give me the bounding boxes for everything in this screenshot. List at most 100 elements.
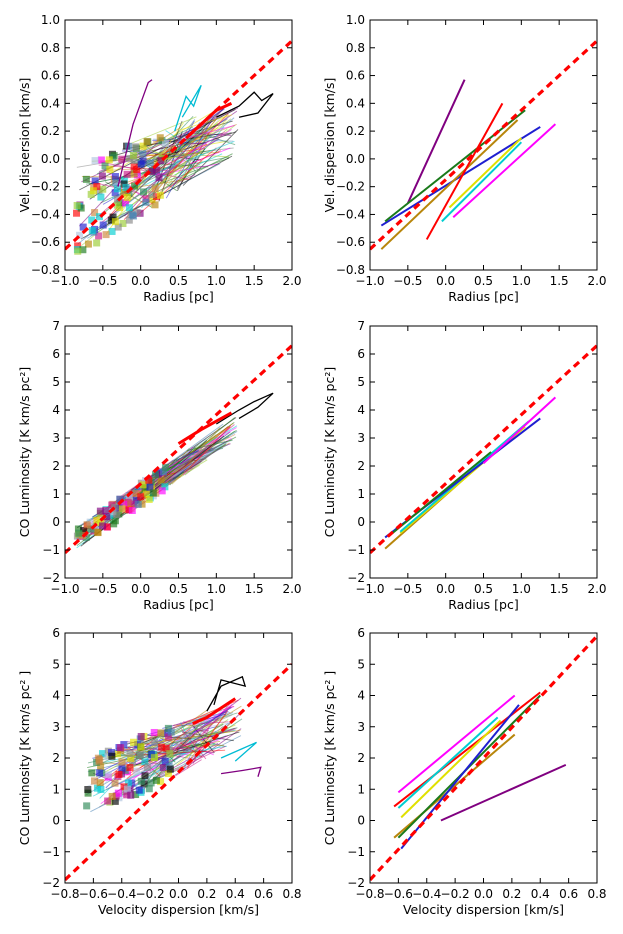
cloud-square-marker: [123, 785, 131, 793]
x-tick-label: 1.5: [550, 274, 569, 288]
cloud-square-marker: [109, 213, 117, 221]
cloud-square-marker: [104, 771, 112, 779]
y-tick-label: 4: [52, 689, 60, 703]
y-tick-label: 0.4: [346, 96, 365, 110]
x-tick-label: −0.4: [107, 887, 136, 901]
x-tick-label: −0.2: [441, 887, 470, 901]
y-tick-label: 3: [52, 720, 60, 734]
cloud-line: [100, 161, 191, 181]
cloud-square-marker: [123, 193, 131, 201]
chart-panel-middle-left: −1.0 −0.5 0.0 0.5 1.0 1.5 2.0 −2 −1 0 1 2 3 4 5 6 7 Radiu…: [17, 319, 302, 612]
cloud-square-marker: [152, 776, 160, 784]
cloud-square-marker: [151, 739, 159, 747]
cloud-square-marker: [137, 777, 145, 785]
cloud-square-marker: [157, 778, 165, 786]
y-tick-label: −2: [42, 571, 60, 585]
x-tick-label: 1.0: [512, 274, 531, 288]
cloud-line: [105, 122, 184, 235]
cloud-line: [187, 720, 205, 730]
y-tick-label: −0.4: [31, 207, 60, 221]
cloud-square-marker: [106, 165, 114, 173]
x-tick-label: −0.8: [355, 887, 384, 901]
x-tick-label: −0.6: [384, 887, 413, 901]
fit-line-dashed: [370, 344, 597, 554]
cloud-square-marker: [138, 500, 146, 508]
cloud-square-marker: [148, 167, 156, 175]
cloud-square-marker: [143, 138, 151, 146]
cloud-square-marker: [82, 175, 90, 183]
cloud-square-marker: [73, 201, 81, 209]
x-axis-label: Radius [pc]: [448, 289, 518, 304]
cloud-line: [165, 116, 214, 199]
cloud-square-marker: [152, 166, 160, 174]
cloud-square-marker: [125, 204, 133, 212]
y-tick-label: 0.6: [346, 69, 365, 83]
y-tick-label: −0.8: [31, 263, 60, 277]
cloud-square-marker: [102, 506, 110, 514]
y-tick-label: −2: [42, 876, 60, 890]
cloud-square-marker: [165, 770, 173, 778]
x-tick-label: 1.0: [207, 582, 226, 596]
y-tick-label: 6: [357, 347, 365, 361]
x-tick-label: −1.0: [355, 274, 384, 288]
cloud-square-marker: [103, 513, 111, 521]
cloud-square-marker: [116, 495, 124, 503]
y-tick-label: 0: [52, 515, 60, 529]
y-axis-label: CO Luminosity [K km/s pc²]: [322, 367, 337, 538]
series-line-magenta: [452, 123, 557, 218]
cloud-line: [158, 134, 199, 196]
cloud-square-marker: [88, 216, 96, 224]
y-tick-label: −0.2: [31, 180, 60, 194]
cloud-square-marker: [117, 744, 125, 752]
cloud-square-marker: [97, 763, 105, 771]
y-axis-label: CO Luminosity [K km/s pc² ]: [322, 671, 337, 846]
y-tick-label: 7: [357, 319, 365, 333]
cloud-square-marker: [159, 468, 167, 476]
highlight-track-red: [192, 697, 237, 725]
cloud-square-marker: [93, 239, 101, 247]
cloud-square-marker: [84, 786, 92, 794]
cloud-line: [117, 125, 209, 208]
cloud-square-marker: [139, 188, 147, 196]
cloud-square-marker: [164, 724, 172, 732]
x-tick-label: 0.6: [559, 887, 578, 901]
cloud-square-marker: [142, 195, 150, 203]
x-tick-label: 2.0: [282, 582, 301, 596]
highlight-track-purple: [220, 766, 262, 777]
fit-line-dashed: [65, 39, 292, 251]
cloud-square-marker: [102, 231, 110, 239]
cloud-square-marker: [98, 750, 106, 758]
cloud-square-marker: [142, 490, 150, 498]
y-tick-label: 1: [357, 487, 365, 501]
y-tick-label: 5: [357, 657, 365, 671]
series-line-green: [388, 451, 492, 537]
cloud-square-marker: [127, 791, 135, 799]
cloud-square-marker: [161, 758, 169, 766]
cloud-square-marker: [126, 764, 134, 772]
cloud-square-marker: [104, 753, 112, 761]
x-tick-label: −1.0: [50, 582, 79, 596]
cloud-line: [186, 140, 235, 162]
fit-line-dashed: [65, 663, 292, 882]
cloud-square-marker: [128, 758, 136, 766]
cloud-square-marker: [84, 240, 92, 248]
fit-line-dashed: [370, 635, 597, 881]
chart-panel-top-right: −1.0 −0.5 0.0 0.5 1.0 1.5 2.0 −0.8 −0.6 −0.4 −0.2 0…: [322, 13, 607, 304]
series-line-magenta: [482, 396, 557, 464]
y-tick-label: 3: [357, 431, 365, 445]
cloud-square-marker: [97, 193, 105, 201]
cloud-square-marker: [126, 749, 134, 757]
x-tick-label: −0.5: [393, 274, 422, 288]
cloud-square-marker: [149, 489, 157, 497]
cloud-square-marker: [83, 521, 91, 529]
cloud-square-marker: [109, 153, 117, 161]
cloud-square-marker: [114, 789, 122, 797]
series-line-goldenrod: [380, 119, 519, 250]
x-tick-label: 0.5: [474, 274, 493, 288]
cloud-square-marker: [125, 216, 133, 224]
highlight-track-purple: [117, 79, 153, 187]
cloud-line: [171, 443, 216, 485]
x-tick-label: 0.0: [169, 887, 188, 901]
x-tick-label: 0.0: [436, 274, 455, 288]
cloud-square-marker: [96, 769, 104, 777]
